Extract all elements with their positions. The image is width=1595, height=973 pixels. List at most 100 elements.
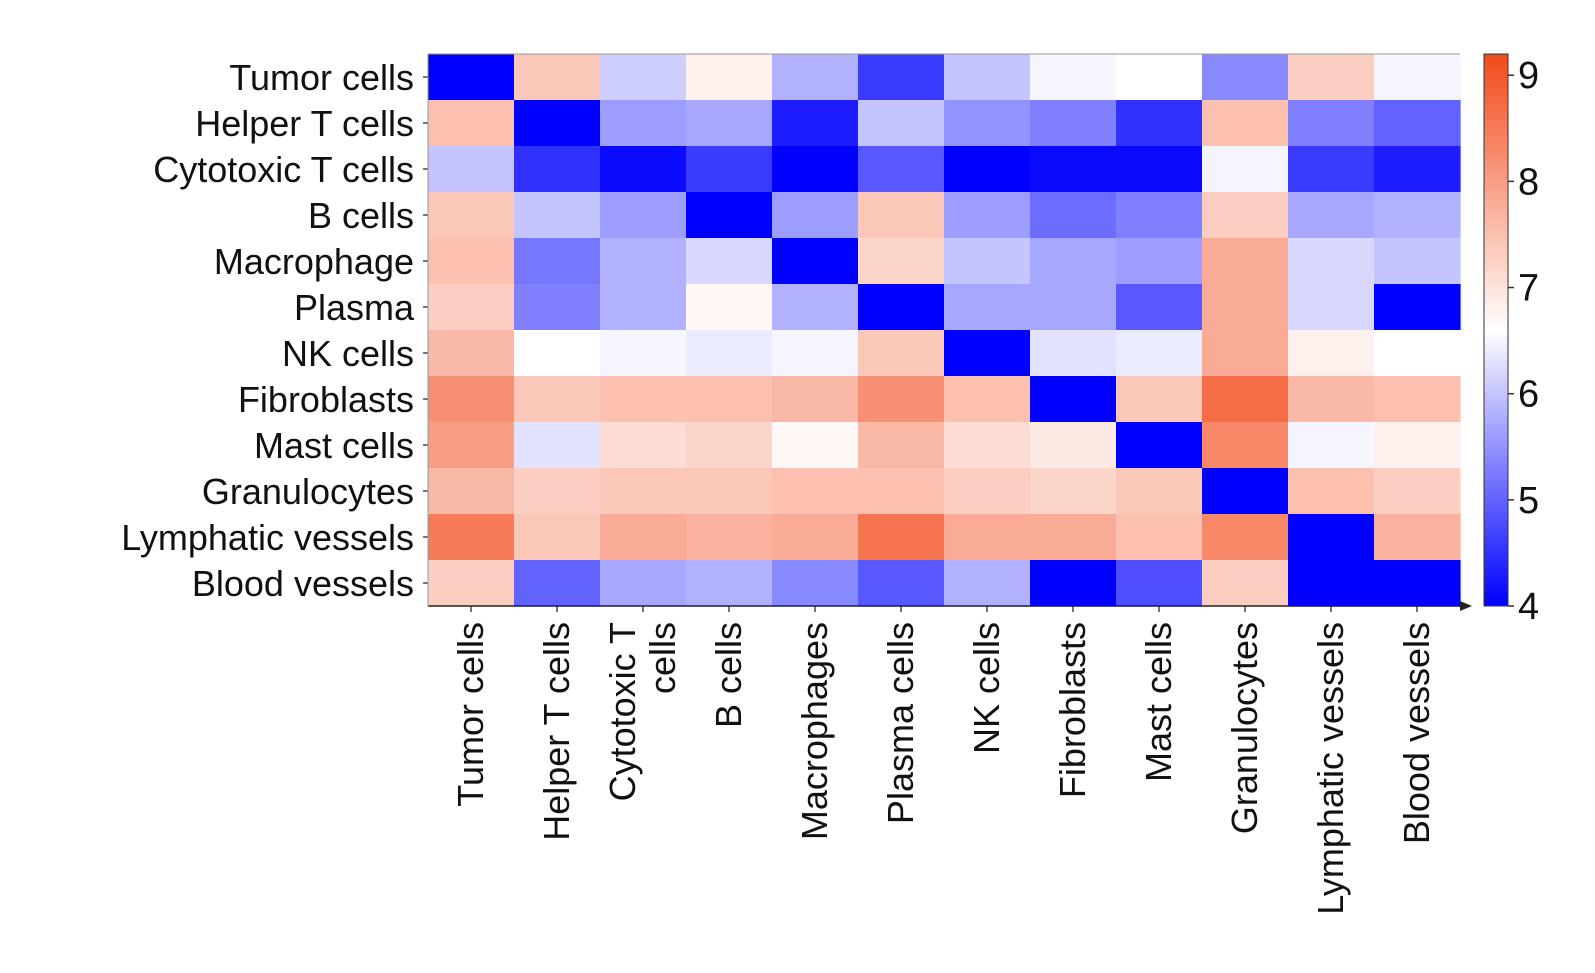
heatmap-cell [600,330,687,377]
heatmap-cell [1202,100,1289,147]
heatmap-cell [1116,100,1203,147]
heatmap-cell [514,284,601,331]
heatmap-cell [772,468,859,515]
heatmap-cell [1030,54,1117,101]
row-label: Tumor cells [229,57,414,98]
column-label: Tumor cells [450,622,491,807]
heatmap-cell [428,330,515,377]
heatmap-cell [514,330,601,377]
heatmap-cell [1288,100,1375,147]
heatmap-cell [1030,100,1117,147]
heatmap-cell [600,560,687,607]
heatmap-cell [1202,238,1289,285]
heatmap-cell [1202,376,1289,423]
row-label: B cells [308,195,414,236]
heatmap-cell [858,284,945,331]
row-label: Lymphatic vessels [121,517,414,558]
heatmap-cell [1030,422,1117,469]
colorbar: 4 5 6 7 8 9 [1483,53,1539,628]
row-label: Granulocytes [202,471,414,512]
heatmap-cell [944,238,1031,285]
heatmap-cell [514,192,601,239]
heatmap-cell [1116,560,1203,607]
row-label: Macrophage [214,241,414,282]
heatmap-cell [858,54,945,101]
heatmap-cells [428,54,1461,607]
heatmap-cell [1030,146,1117,193]
x-axis-arrow [1460,601,1472,611]
heatmap-cell [1202,330,1289,377]
colorbar-tick-label: 9 [1518,55,1539,97]
row-label: Fibroblasts [238,379,414,420]
heatmap-cell [514,238,601,285]
heatmap-cell [1288,514,1375,561]
heatmap-cell [1288,422,1375,469]
heatmap-cell [514,468,601,515]
heatmap-cell [1116,514,1203,561]
heatmap-cell [772,238,859,285]
column-label: Mast cells [1138,622,1179,782]
heatmap-cell [1116,238,1203,285]
heatmap-cell [686,560,773,607]
heatmap-cell [1116,376,1203,423]
heatmap-cell [772,54,859,101]
heatmap-cell [944,284,1031,331]
heatmap-cell [600,192,687,239]
heatmap-cell [686,284,773,331]
heatmap-cell [944,560,1031,607]
heatmap-cell [600,422,687,469]
heatmap-cell [600,514,687,561]
heatmap-cell [600,54,687,101]
heatmap-cell [1374,422,1461,469]
heatmap-cell [1030,560,1117,607]
heatmap-cell [858,514,945,561]
heatmap-cell [1374,238,1461,285]
heatmap-cell [686,100,773,147]
heatmap-cell [1202,284,1289,331]
heatmap-cell [686,376,773,423]
heatmap-cell [1374,146,1461,193]
heatmap-cell [686,146,773,193]
column-label: B cells [708,622,749,728]
row-label: Plasma [294,287,415,328]
heatmap-cell [1116,54,1203,101]
heatmap-cell [858,376,945,423]
heatmap-cell [944,468,1031,515]
heatmap-cell [944,100,1031,147]
heatmap-cell [1030,514,1117,561]
colorbar-tick-label: 6 [1518,374,1539,416]
heatmap-cell [772,192,859,239]
heatmap-cell [1374,100,1461,147]
heatmap-cell [1288,330,1375,377]
heatmap-cell [944,422,1031,469]
heatmap-cell [1288,54,1375,101]
heatmap-cell [772,146,859,193]
heatmap-cell [1030,330,1117,377]
column-label: Granulocytes [1224,622,1265,834]
heatmap-cell [1202,192,1289,239]
heatmap-cell [1288,284,1375,331]
heatmap-cell [1116,192,1203,239]
heatmap-cell [600,100,687,147]
heatmap-cell [600,284,687,331]
heatmap-cell [514,100,601,147]
heatmap-cell [428,514,515,561]
heatmap-cell [514,422,601,469]
heatmap-cell [1116,468,1203,515]
heatmap-cell [772,422,859,469]
heatmap-cell [514,54,601,101]
column-label: Plasma cells [880,622,921,824]
row-label: Mast cells [254,425,414,466]
heatmap-cell [1288,146,1375,193]
heatmap-cell [1288,376,1375,423]
axes [423,53,1472,612]
heatmap-cell [428,468,515,515]
row-label: Blood vessels [192,563,414,604]
heatmap-cell [1030,284,1117,331]
colorbar-tick-label: 7 [1518,268,1539,310]
column-label: Cytotoxic T [602,622,643,801]
heatmap-cell [514,146,601,193]
row-label: Cytotoxic T cells [153,149,414,190]
